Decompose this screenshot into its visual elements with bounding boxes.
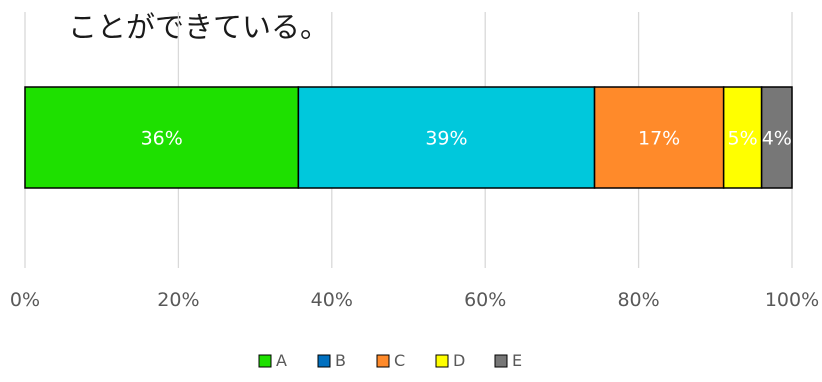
legend-label-b: B bbox=[335, 351, 346, 370]
legend: A B C D E bbox=[258, 351, 522, 370]
legend-swatch-b bbox=[317, 354, 331, 368]
chart-title: ことができている。 bbox=[68, 10, 329, 44]
legend-swatch-a bbox=[258, 354, 272, 368]
segment-label-b: 39% bbox=[425, 128, 467, 150]
x-tick-label: 0% bbox=[10, 289, 40, 311]
bar-segment-e bbox=[760, 86, 793, 189]
x-tick-label: 60% bbox=[464, 289, 506, 311]
x-tick-label: 100% bbox=[765, 289, 819, 311]
segment-label-e: 4% bbox=[762, 128, 792, 150]
legend-label-a: A bbox=[276, 351, 287, 370]
segment-label-d: 5% bbox=[728, 128, 758, 150]
legend-swatch-c bbox=[376, 354, 390, 368]
legend-label-c: C bbox=[394, 351, 405, 370]
legend-swatch-d bbox=[435, 354, 449, 368]
legend-label-e: E bbox=[512, 351, 522, 370]
legend-label-d: D bbox=[453, 351, 465, 370]
bar-segment-a bbox=[24, 86, 300, 189]
x-axis-tick-labels: 0% 20% 40% 60% 80% 100% bbox=[10, 289, 819, 311]
segment-labels: 36% 39% 17% 5% 4% bbox=[141, 128, 792, 150]
x-tick-label: 40% bbox=[311, 289, 353, 311]
x-tick-label: 80% bbox=[617, 289, 659, 311]
segment-label-a: 36% bbox=[141, 128, 183, 150]
legend-swatch-e bbox=[494, 354, 508, 368]
segment-label-c: 17% bbox=[638, 128, 680, 150]
x-tick-label: 20% bbox=[157, 289, 199, 311]
bar-segment-d bbox=[722, 86, 763, 189]
bar-segments bbox=[24, 86, 793, 189]
